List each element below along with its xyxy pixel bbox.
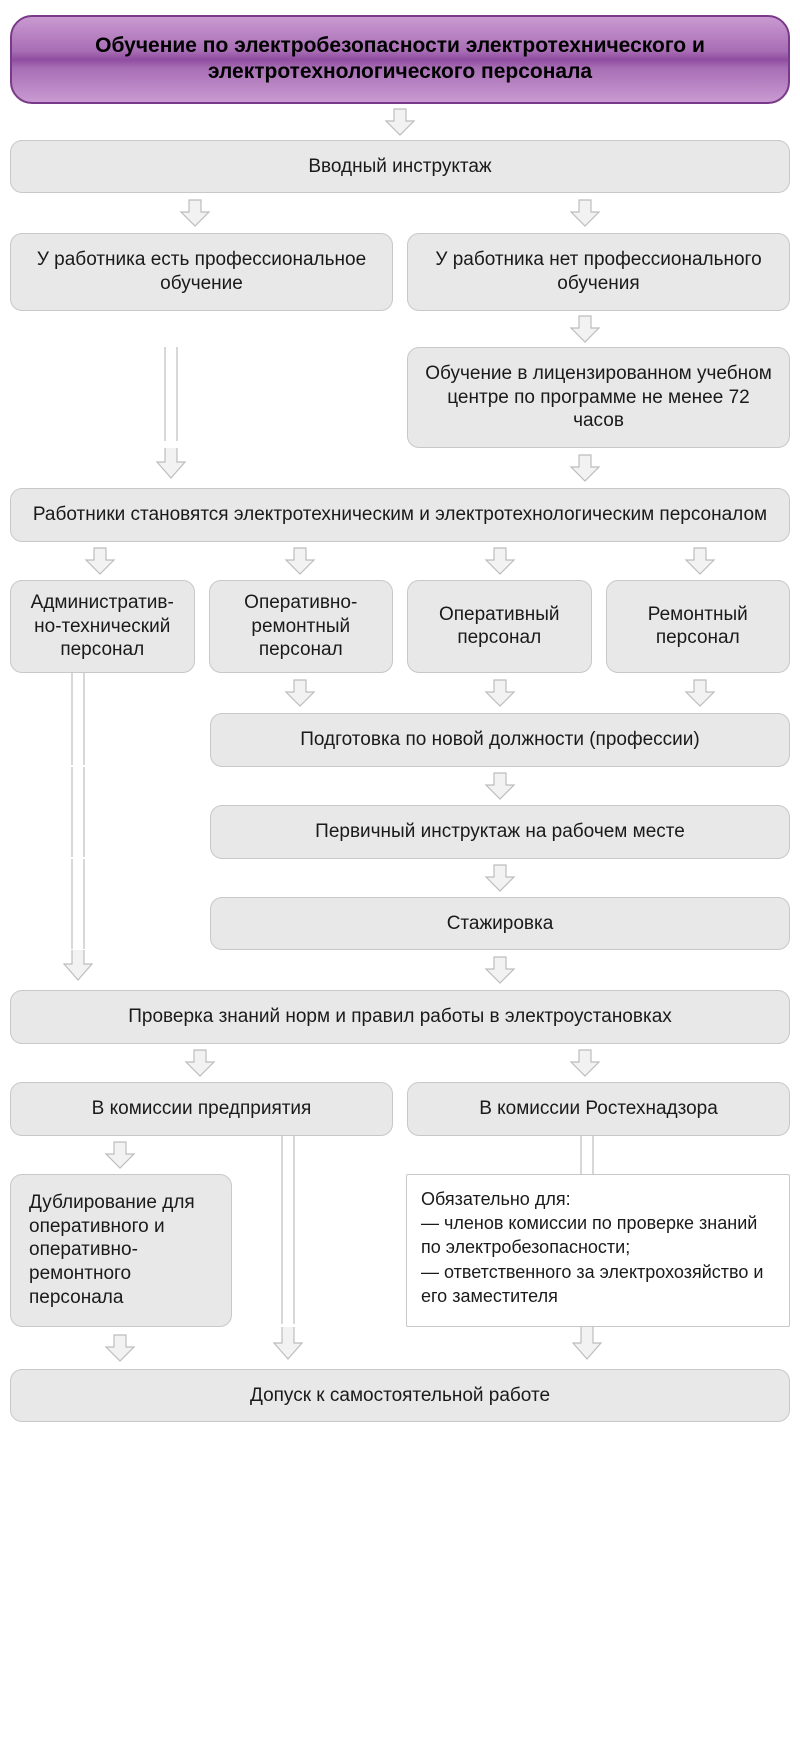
- note-item-1: ответственного за электрохозяйство и его…: [421, 1262, 763, 1306]
- header-node: Обучение по электробезопасности электрот…: [10, 15, 790, 104]
- arrow-cats-down: [10, 673, 790, 713]
- arrow-no-training: [10, 311, 790, 347]
- note-box: Обязательно для: — членов комиссии по пр…: [406, 1174, 790, 1327]
- row-dup-note: Дублирование для оперативного и оператив…: [10, 1174, 790, 1327]
- training-center-node: Обучение в лицензированном учебном центр…: [407, 347, 790, 448]
- exam-node: Проверка знаний норм и правил работы в э…: [10, 990, 790, 1044]
- comm-enterprise-node: В комиссии предприятия: [10, 1082, 393, 1136]
- internship-node: Стажировка: [210, 897, 790, 951]
- arrow-final: [10, 1327, 790, 1369]
- cat-admin-node: Административ-но-технический персонал: [10, 580, 195, 673]
- cat-opremont-node: Оперативно-ремонтный персонал: [209, 580, 394, 673]
- row-commissions: В комиссии предприятия В комиссии Ростех…: [10, 1082, 790, 1136]
- arrow: [10, 104, 790, 140]
- arrow-brief: [10, 859, 790, 897]
- channel-left: [10, 347, 393, 441]
- arrow-comm-down: [10, 1136, 790, 1174]
- row-training-branches: У работника есть профессиональное обучен…: [10, 233, 790, 311]
- channel-bypass: [232, 1174, 406, 1324]
- note-title: Обязательно для:: [421, 1189, 571, 1209]
- arrow-split-2: [10, 193, 790, 233]
- arrow-prep: [10, 767, 790, 805]
- channel-admin-2: [10, 805, 210, 857]
- comm-rtn-node: В комиссии Ростехнадзора: [407, 1082, 790, 1136]
- has-training-node: У работника есть профессиональное обучен…: [10, 233, 393, 311]
- note-item-0: членов комиссии по проверке знаний по эл…: [421, 1213, 757, 1257]
- row-training-center: Обучение в лицензированном учебном центр…: [10, 347, 790, 448]
- arrow-split-4: [10, 542, 790, 580]
- row-categories: Административ-но-технический персонал Оп…: [10, 580, 790, 673]
- duplication-node: Дублирование для оперативного и оператив…: [10, 1174, 232, 1327]
- arrow-exam-split: [10, 1044, 790, 1082]
- no-training-node: У работника нет профессионального обучен…: [407, 233, 790, 311]
- admission-node: Допуск к самостоятельной работе: [10, 1369, 790, 1423]
- channel-admin-1: [10, 713, 210, 765]
- prep-node: Подготовка по новой должности (профессии…: [210, 713, 790, 767]
- primary-brief-node: Первичный инструктаж на рабочем месте: [210, 805, 790, 859]
- arrow-converge: [10, 448, 790, 488]
- channel-admin-3: [10, 897, 210, 949]
- arrow-merge-exam: [10, 950, 790, 990]
- cat-operative-node: Оперативный персонал: [407, 580, 592, 673]
- row-internship: Стажировка: [10, 897, 790, 951]
- intro-node: Вводный инструктаж: [10, 140, 790, 194]
- cat-remont-node: Ремонтный персонал: [606, 580, 791, 673]
- become-personnel-node: Работники становятся электротехническим …: [10, 488, 790, 542]
- row-primary-brief: Первичный инструктаж на рабочем месте: [10, 805, 790, 859]
- row-prep: Подготовка по новой должности (профессии…: [10, 713, 790, 767]
